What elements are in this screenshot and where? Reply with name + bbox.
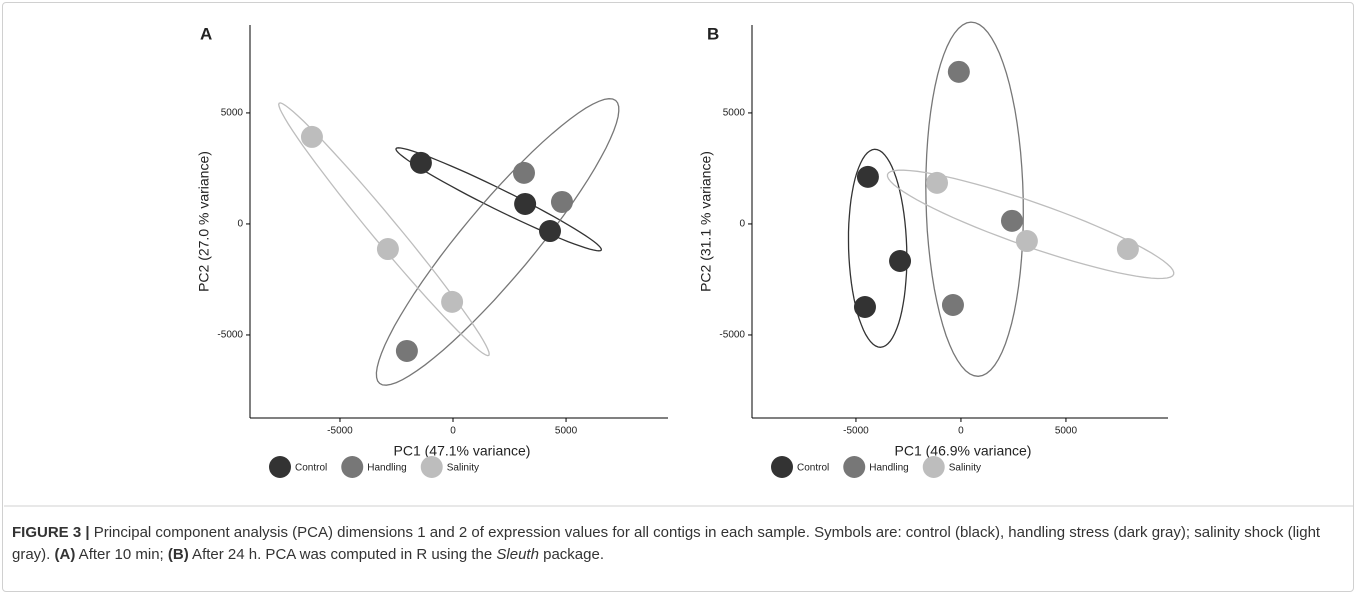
y-tick-label: 0 xyxy=(739,219,745,230)
caption-text: Sleuth xyxy=(496,546,539,563)
confidence-ellipse xyxy=(886,169,1175,280)
caption-text: (B) xyxy=(167,546,189,563)
caption-text: Principal component analysis (PCA) dimen… xyxy=(12,524,1321,563)
caption-text: After 10 min; xyxy=(75,546,168,563)
x-tick-label: 0 xyxy=(958,426,964,437)
x-tick-label: 5000 xyxy=(1055,426,1078,437)
point xyxy=(941,293,964,316)
confidence-ellipse xyxy=(925,21,1024,377)
point xyxy=(856,165,879,188)
x-tick-label: -5000 xyxy=(843,426,869,437)
legend-label: Salinity xyxy=(949,463,981,474)
x-axis-label: PC1 (47.1% variance) xyxy=(394,443,531,459)
legend-swatch xyxy=(420,456,443,478)
point xyxy=(376,238,399,261)
legend-label: Salinity xyxy=(447,463,479,474)
legend-label: Handling xyxy=(367,463,406,474)
caption-text: package. xyxy=(538,546,604,563)
point xyxy=(512,161,535,184)
point xyxy=(1116,238,1139,261)
legend-swatch xyxy=(269,456,291,478)
point xyxy=(300,125,323,148)
y-tick-label: 5000 xyxy=(723,108,746,119)
point xyxy=(947,60,970,83)
point xyxy=(538,220,561,243)
caption-text: (A) xyxy=(54,546,76,563)
y-tick-label: 0 xyxy=(237,219,243,230)
confidence-ellipse xyxy=(278,102,490,357)
caption-text: FIGURE 3 | xyxy=(12,524,90,541)
point xyxy=(926,171,949,194)
x-axis-label: PC1 (46.9% variance) xyxy=(895,443,1032,459)
legend-swatch xyxy=(341,456,364,478)
point xyxy=(395,339,418,362)
y-tick-label: -5000 xyxy=(719,330,745,341)
point xyxy=(441,290,464,313)
point xyxy=(853,295,876,318)
y-axis-label: PC2 (27.0 % variance) xyxy=(196,151,212,292)
panel-label: A xyxy=(200,24,212,43)
point xyxy=(550,190,573,213)
y-tick-label: 5000 xyxy=(221,108,244,119)
caption-text: After 24 h. PCA was computed in R using … xyxy=(188,546,497,563)
point xyxy=(514,192,537,215)
confidence-ellipse xyxy=(375,98,620,386)
point xyxy=(889,250,912,273)
caption: FIGURE 3 | Principal component analysis … xyxy=(12,522,1342,566)
legend-label: Control xyxy=(295,463,327,474)
y-axis-label: PC2 (31.1 % variance) xyxy=(698,151,714,292)
confidence-ellipse xyxy=(847,148,908,348)
legend-swatch xyxy=(771,456,793,478)
legend-label: Handling xyxy=(869,463,908,474)
x-tick-label: -5000 xyxy=(327,426,353,437)
point xyxy=(1015,230,1038,253)
legend-swatch xyxy=(922,456,945,478)
y-tick-label: -5000 xyxy=(217,330,243,341)
x-tick-label: 0 xyxy=(450,426,456,437)
figure: A -5000 0 5000 -5000 0 5000 PC1 (47.1% variance… xyxy=(4,21,1354,507)
panel-label: B xyxy=(707,24,719,43)
point xyxy=(1000,209,1023,232)
legend-label: Control xyxy=(797,463,829,474)
point xyxy=(409,151,432,174)
legend-swatch xyxy=(843,456,866,478)
x-tick-label: 5000 xyxy=(555,426,578,437)
